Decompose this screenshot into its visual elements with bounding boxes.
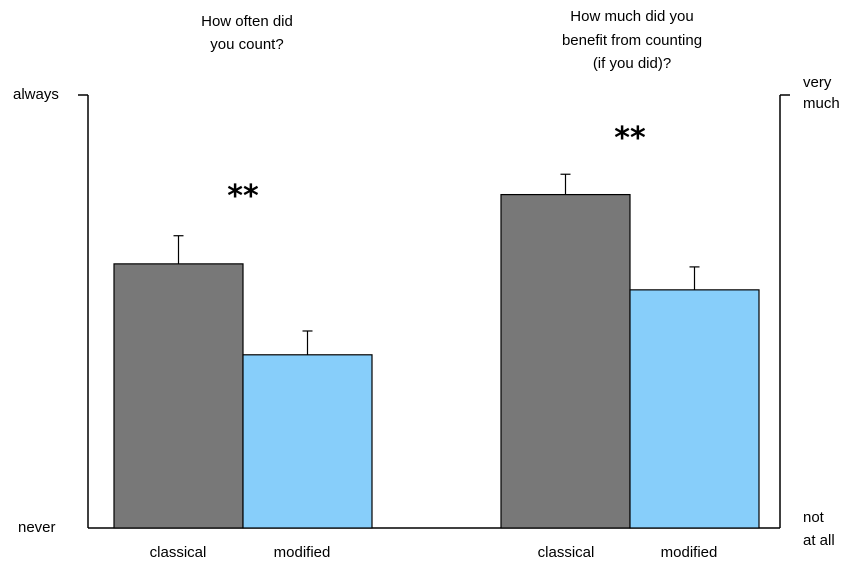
left-title-line-2: you count? bbox=[210, 36, 283, 53]
bar-chart1-classical bbox=[113, 263, 244, 529]
right-y-tick-label-top-line-2: much bbox=[803, 95, 840, 112]
left-title-line-1: How often did bbox=[201, 13, 293, 30]
right-title-line-2: benefit from counting bbox=[562, 32, 702, 49]
left-x-tick-label-modified: modified bbox=[274, 544, 331, 561]
right-y-tick-label-bottom-line-2: at all bbox=[803, 532, 835, 549]
right-x-tick-label-classical: classical bbox=[538, 544, 595, 561]
bar-chart1-modified bbox=[242, 354, 373, 529]
bar-chart2-modified bbox=[629, 289, 760, 529]
left-y-tick-label-bottom: never bbox=[18, 519, 56, 536]
right-y-tick-label-top-line-1: very bbox=[803, 74, 832, 91]
bars-group bbox=[113, 173, 760, 529]
right-x-tick-label-modified: modified bbox=[661, 544, 718, 561]
left-y-tick-label-top: always bbox=[13, 86, 59, 103]
right-title-line-1: How much did you bbox=[570, 8, 693, 25]
right-title-line-3: (if you did)? bbox=[593, 55, 671, 72]
bar-chart2-classical bbox=[500, 193, 631, 529]
left-significance-marker: ** bbox=[227, 179, 259, 214]
right-significance-marker: ** bbox=[614, 121, 646, 156]
right-y-tick-label-bottom-line-1: not bbox=[803, 509, 825, 526]
left-x-tick-label-classical: classical bbox=[150, 544, 207, 561]
